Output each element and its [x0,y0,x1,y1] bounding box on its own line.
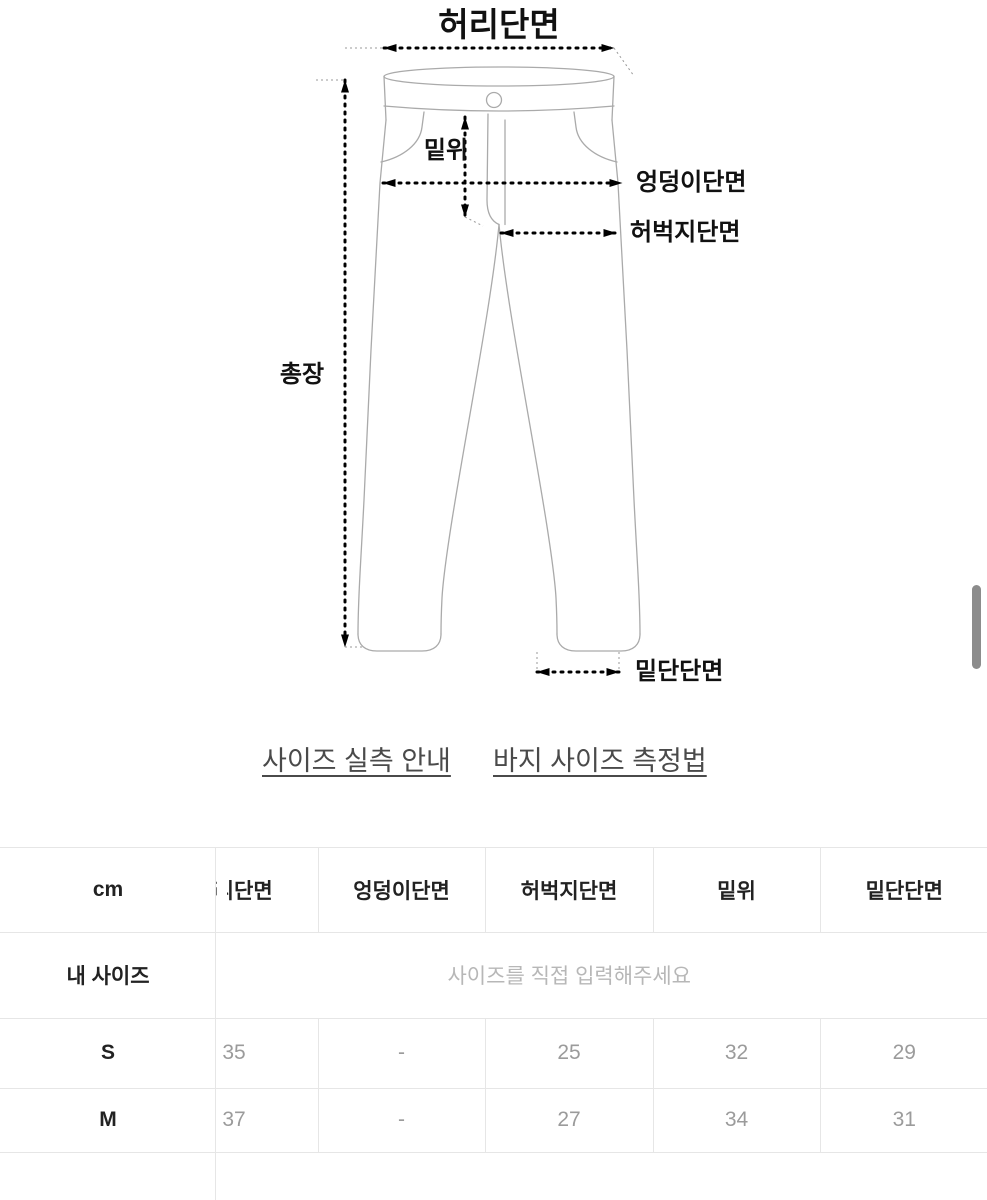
svg-text:엉덩이단면: 엉덩이단면 [636,169,746,196]
svg-text:허리단면: 허리단면 [438,6,559,43]
svg-text:밑위: 밑위 [424,137,468,164]
svg-text:총장: 총장 [280,361,324,388]
svg-text:허벅지단면: 허벅지단면 [630,219,740,246]
svg-text:밑단단면: 밑단단면 [635,658,723,685]
